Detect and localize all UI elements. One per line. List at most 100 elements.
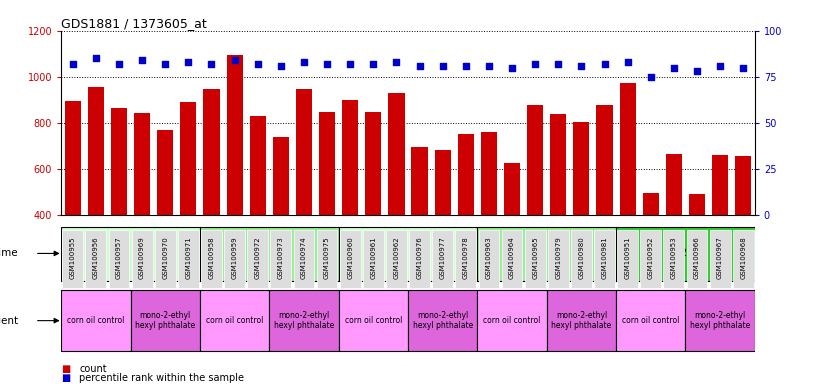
Point [182,59,195,65]
Text: mono-2-ethyl
hexyl phthalate: mono-2-ethyl hexyl phthalate [413,311,472,330]
FancyBboxPatch shape [710,230,730,288]
Text: GSM100960: GSM100960 [347,236,353,279]
Bar [388,93,405,307]
FancyBboxPatch shape [525,230,546,288]
FancyBboxPatch shape [686,230,707,288]
Text: GSM100959: GSM100959 [232,236,237,279]
FancyBboxPatch shape [502,230,522,288]
FancyBboxPatch shape [478,230,499,288]
Text: GSM100976: GSM100976 [416,236,423,279]
Point [667,65,681,71]
Text: time: time [0,248,18,258]
FancyBboxPatch shape [62,230,83,288]
Bar [643,193,659,307]
Text: count: count [79,364,107,374]
Bar [550,114,566,307]
FancyBboxPatch shape [663,230,685,288]
Text: 2 h: 2 h [260,248,278,258]
FancyBboxPatch shape [409,230,430,288]
Text: mono-2-ethyl
hexyl phthalate: mono-2-ethyl hexyl phthalate [690,311,750,330]
Text: GSM100964: GSM100964 [509,236,515,279]
Point [413,63,426,69]
Point [598,61,611,67]
Text: corn oil control: corn oil control [206,316,264,325]
Text: GSM100966: GSM100966 [694,236,700,279]
Bar [180,102,197,307]
Bar [296,89,312,307]
Point [459,63,472,69]
FancyBboxPatch shape [432,230,453,288]
Text: corn oil control: corn oil control [622,316,680,325]
FancyBboxPatch shape [617,230,638,288]
Point [89,55,102,61]
Point [135,57,149,63]
Bar [366,112,381,307]
FancyBboxPatch shape [131,290,200,351]
Text: GSM100956: GSM100956 [93,236,99,279]
Text: GSM100958: GSM100958 [208,236,215,279]
Bar [666,154,682,307]
Text: mono-2-ethyl
hexyl phthalate: mono-2-ethyl hexyl phthalate [135,311,195,330]
Text: GSM100962: GSM100962 [393,236,400,279]
Bar [64,101,81,307]
Bar [342,99,358,307]
Bar [435,150,450,307]
Bar [712,156,728,307]
Point [297,59,310,65]
Bar [111,108,127,307]
Bar [481,132,497,307]
FancyBboxPatch shape [547,290,616,351]
Text: ■: ■ [61,364,70,374]
Point [366,61,379,67]
Text: GSM100972: GSM100972 [255,236,261,279]
Bar [596,105,613,307]
Text: mono-2-ethyl
hexyl phthalate: mono-2-ethyl hexyl phthalate [274,311,334,330]
Bar [88,87,104,307]
Text: GSM100969: GSM100969 [139,236,145,279]
Text: GSM100974: GSM100974 [301,236,307,279]
Bar [574,122,589,307]
FancyBboxPatch shape [61,290,131,351]
Bar [134,113,150,307]
FancyBboxPatch shape [294,230,314,288]
Text: GSM100952: GSM100952 [648,236,654,278]
Bar [273,137,289,307]
Text: GSM100965: GSM100965 [532,236,539,279]
FancyBboxPatch shape [548,230,569,288]
Bar [250,116,266,307]
FancyBboxPatch shape [155,230,175,288]
Bar [619,83,636,307]
Text: GSM100973: GSM100973 [277,236,284,279]
Text: GSM100980: GSM100980 [579,236,584,279]
Text: GSM100951: GSM100951 [624,236,631,279]
Text: 6 h: 6 h [538,248,556,258]
Text: GSM100981: GSM100981 [601,236,608,279]
Text: GSM100963: GSM100963 [486,236,492,279]
Bar [735,156,752,307]
FancyBboxPatch shape [86,230,106,288]
Text: 12 h: 12 h [673,248,698,258]
Point [158,61,171,67]
FancyBboxPatch shape [224,230,245,288]
Bar [458,134,474,307]
Text: GSM100977: GSM100977 [440,236,446,279]
Text: 3 h: 3 h [399,248,417,258]
FancyBboxPatch shape [201,230,222,288]
Point [228,57,241,63]
Point [66,61,79,67]
FancyBboxPatch shape [571,230,592,288]
FancyBboxPatch shape [61,227,200,281]
Text: ■: ■ [61,373,70,383]
FancyBboxPatch shape [200,227,339,281]
Point [737,65,750,71]
FancyBboxPatch shape [363,230,384,288]
Text: GSM100971: GSM100971 [185,236,192,279]
FancyBboxPatch shape [178,230,199,288]
FancyBboxPatch shape [733,230,754,288]
Point [251,61,264,67]
Text: GSM100975: GSM100975 [324,236,330,279]
FancyBboxPatch shape [317,230,338,288]
Bar [157,130,173,307]
Point [390,59,403,65]
Text: GSM100953: GSM100953 [671,236,677,279]
